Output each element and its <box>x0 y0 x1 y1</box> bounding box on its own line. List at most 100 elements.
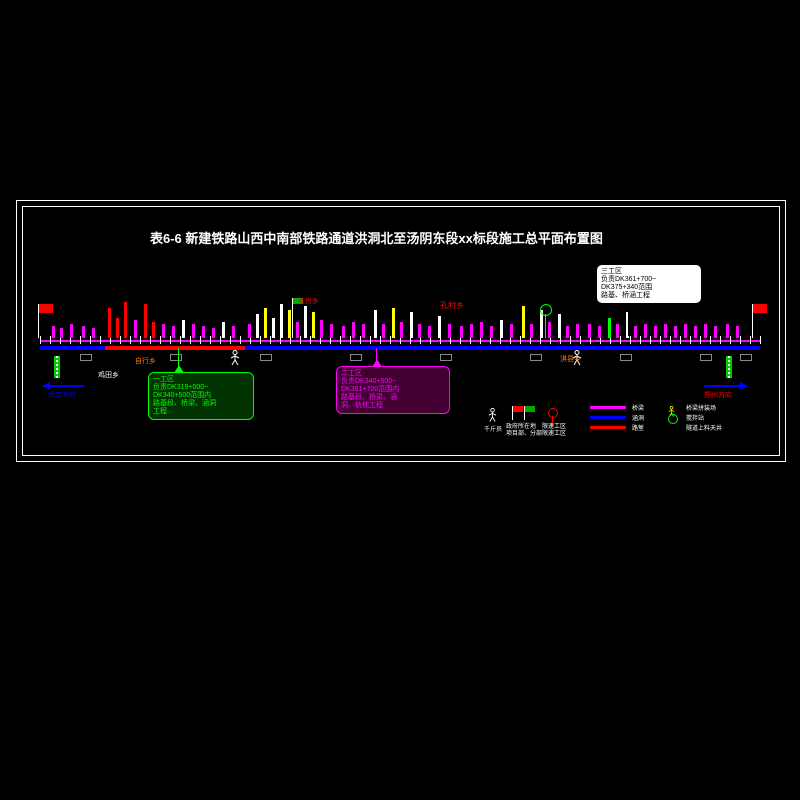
structure-bar <box>248 324 251 338</box>
sign-icon <box>548 408 558 418</box>
structure-bar <box>522 306 525 338</box>
flag-label: 长良乡 <box>298 296 319 306</box>
worker-icon <box>488 408 497 422</box>
drawing-title: 表6-6 新建铁路山西中南部铁路通道洪洞北至汤阴东段xx标段施工总平面布置图 <box>150 228 603 247</box>
structure-bar <box>664 324 667 338</box>
structure-bar <box>144 304 147 338</box>
structure-bar <box>438 316 441 338</box>
km-marker <box>620 354 632 361</box>
structure-bar <box>320 320 323 338</box>
structure-bar <box>576 324 579 338</box>
structure-bar <box>124 302 127 338</box>
flag-icon <box>752 304 768 338</box>
structure-bar <box>392 308 395 338</box>
structure-bar <box>684 324 687 338</box>
structure-bar <box>530 324 533 338</box>
structure-bar <box>232 326 235 338</box>
structure-bar <box>288 310 291 338</box>
structure-bar <box>222 322 225 338</box>
legend-label: 涵洞 <box>632 413 644 422</box>
worker-icon <box>230 350 240 366</box>
callout-leader <box>376 348 377 366</box>
structure-bar <box>418 324 421 338</box>
legend-line <box>590 406 626 409</box>
structure-bar <box>312 312 315 338</box>
place-label: 自行乡 <box>135 356 156 366</box>
track-segment-1 <box>105 346 245 350</box>
structure-bar <box>448 324 451 338</box>
place-label: 淇县乡 <box>560 354 581 364</box>
place-label: 鸡田乡 <box>98 370 119 380</box>
structure-bar <box>608 318 611 338</box>
structure-bar <box>410 312 413 338</box>
structure-bar <box>70 324 73 338</box>
km-marker <box>350 354 362 361</box>
direction-arrow <box>48 382 84 390</box>
structure-bar <box>182 320 185 338</box>
structure-bar <box>264 308 267 338</box>
structure-bar <box>116 318 119 338</box>
structure-bar <box>374 310 377 338</box>
structure-bar <box>172 326 175 338</box>
structure-bar <box>342 326 345 338</box>
structure-bar <box>500 320 503 338</box>
structure-bar <box>558 314 561 338</box>
station-marker <box>540 304 552 316</box>
legend-label: 限速工区限速工区 <box>542 424 566 437</box>
flag-icon <box>524 406 540 420</box>
structure-bar <box>60 328 63 338</box>
legend-label: 政府所在地项目部、分部 <box>506 424 542 437</box>
legend-symbol <box>668 414 678 424</box>
zone-callout-zone3: 三工区负责DK361+700~DK375+340范围路基、桥涵工程 <box>596 264 702 304</box>
callout-leader <box>178 348 179 372</box>
structure-bar <box>382 324 385 338</box>
structure-bar <box>256 314 259 338</box>
structure-bar <box>566 326 569 338</box>
structure-bar <box>108 308 111 338</box>
structure-bar <box>598 326 601 338</box>
track-segment-2 <box>245 346 760 350</box>
legend-label: 搅拌站 <box>686 413 704 422</box>
legend-label: 隧道上料天井 <box>686 423 722 432</box>
legend-line <box>590 416 626 419</box>
zone-callout-zone1: 一工区负责DK319+000~DK340+500范围内路基段、桥梁、涵洞工程 <box>148 372 254 420</box>
legend-label: 桥梁拼装场 <box>686 403 716 412</box>
structure-bar <box>634 326 637 338</box>
structure-bar <box>202 326 205 338</box>
structure-bar <box>588 324 591 338</box>
structure-bar <box>704 324 707 338</box>
km-marker <box>700 354 712 361</box>
structure-bar <box>400 322 403 338</box>
zone-callout-zone2: 二工区负责DK340+500~DK361+700范围内路基段、桥梁、涵洞、轨枕工… <box>336 366 450 414</box>
structure-bar <box>428 326 431 338</box>
structure-bar <box>272 318 275 338</box>
structure-bar <box>480 322 483 338</box>
structure-bar <box>152 322 155 338</box>
structure-bar <box>192 324 195 338</box>
structure-bar <box>674 326 677 338</box>
structure-bar <box>134 320 137 338</box>
structure-bar <box>470 324 473 338</box>
structure-bar <box>644 324 647 338</box>
km-marker <box>440 354 452 361</box>
structure-bar <box>490 326 493 338</box>
structure-bar <box>616 324 619 338</box>
structure-bar <box>654 326 657 338</box>
structure-bar <box>92 328 95 338</box>
structure-bar <box>726 324 729 338</box>
structure-bar <box>162 324 165 338</box>
flag-icon <box>38 304 54 338</box>
direction-arrow <box>704 382 740 390</box>
km-marker <box>80 354 92 361</box>
callout-leader <box>628 304 629 336</box>
km-marker <box>530 354 542 361</box>
legend-label: 路堑 <box>632 423 644 432</box>
km-marker <box>260 354 272 361</box>
structure-bar <box>548 322 551 338</box>
structure-bar <box>330 324 333 338</box>
structure-bar <box>694 326 697 338</box>
structure-bar <box>714 326 717 338</box>
structure-bar <box>82 326 85 338</box>
structure-bar <box>510 324 513 338</box>
km-marker <box>170 354 182 361</box>
